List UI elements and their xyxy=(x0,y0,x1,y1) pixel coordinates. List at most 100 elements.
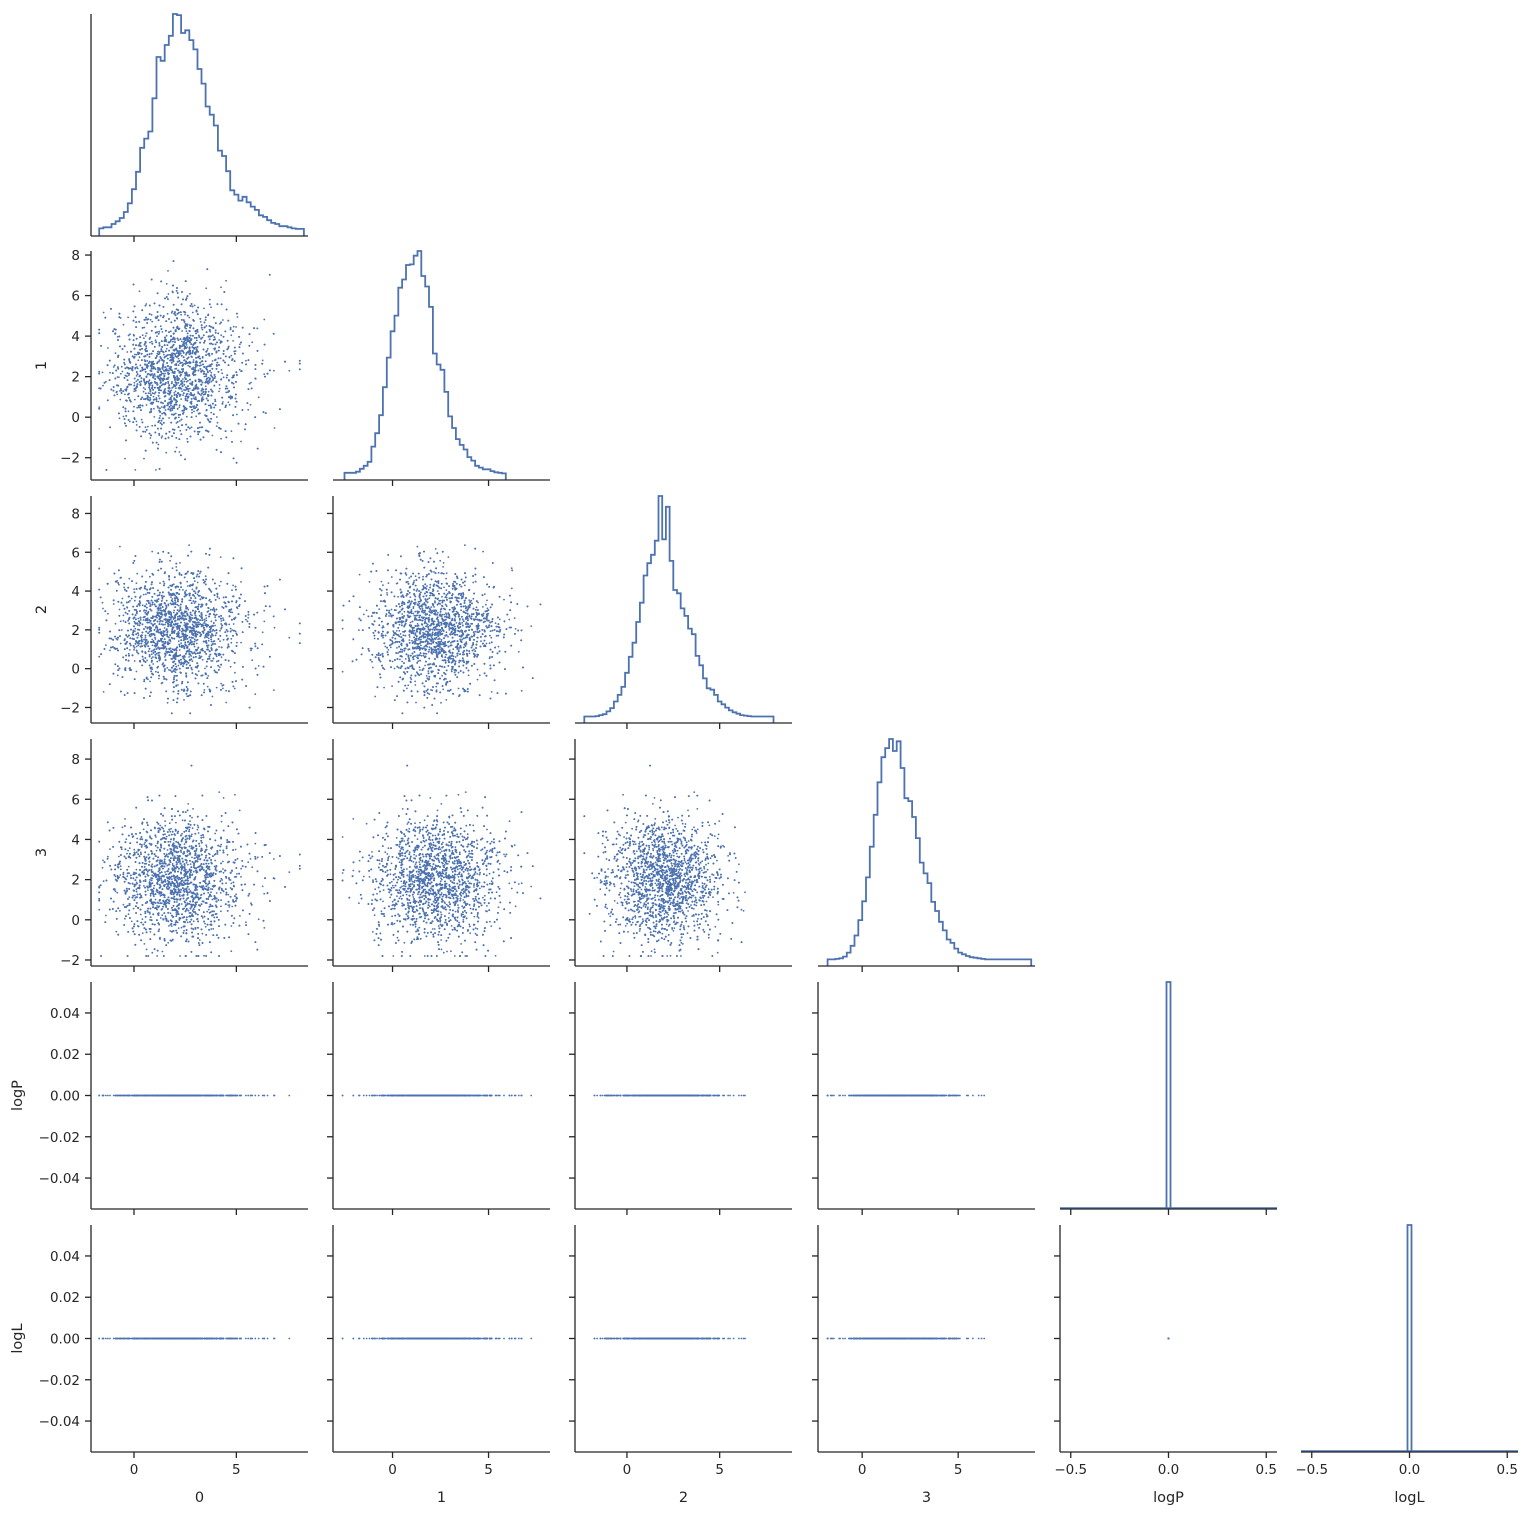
scatter-point xyxy=(205,403,207,405)
scatter-point xyxy=(143,619,145,621)
scatter-point xyxy=(196,674,198,676)
scatter-point xyxy=(140,384,142,386)
scatter-point xyxy=(193,387,195,389)
scatter-point xyxy=(166,283,168,285)
scatter-point xyxy=(212,327,214,329)
scatter-point xyxy=(218,339,220,341)
scatter-point xyxy=(151,361,153,363)
scatter-point xyxy=(109,360,111,362)
scatter-point xyxy=(190,394,192,396)
scatter-point xyxy=(193,389,195,391)
scatter-point xyxy=(124,418,126,420)
scatter-point xyxy=(223,353,225,355)
y-tick-label: 6 xyxy=(71,289,80,305)
scatter-point xyxy=(219,585,221,587)
scatter-point xyxy=(205,316,207,318)
scatter-point xyxy=(128,393,130,395)
scatter-point xyxy=(177,350,179,352)
scatter-point xyxy=(176,287,178,289)
scatter-point xyxy=(143,639,145,641)
scatter-point xyxy=(141,397,143,399)
scatter-point xyxy=(152,368,154,370)
scatter-point xyxy=(247,409,249,411)
scatter-point xyxy=(128,373,130,375)
scatter-point xyxy=(173,386,175,388)
scatter-point xyxy=(165,366,167,368)
scatter-point xyxy=(98,406,100,408)
scatter-point xyxy=(161,424,163,426)
scatter-point xyxy=(143,391,145,393)
scatter-point xyxy=(213,385,215,387)
scatter-point xyxy=(104,317,106,319)
scatter-point xyxy=(198,670,200,672)
scatter-point xyxy=(146,404,148,406)
scatter-point xyxy=(141,367,143,369)
scatter-point xyxy=(220,342,222,344)
scatter-point xyxy=(151,387,153,389)
scatter-point xyxy=(202,382,204,384)
scatter-point xyxy=(145,305,147,307)
scatter-point xyxy=(179,430,181,432)
scatter-point xyxy=(225,406,227,408)
scatter-point xyxy=(129,339,131,341)
scatter-point xyxy=(177,326,179,328)
scatter-point xyxy=(147,395,149,397)
scatter-point xyxy=(218,371,220,373)
histogram-1 xyxy=(345,251,506,480)
scatter-point xyxy=(192,367,194,369)
scatter-point xyxy=(231,589,233,591)
scatter-point xyxy=(184,321,186,323)
scatter-point xyxy=(192,373,194,375)
scatter-point xyxy=(230,355,232,357)
scatter-point xyxy=(225,690,227,692)
scatter-point xyxy=(132,355,134,357)
scatter-point xyxy=(128,653,130,655)
scatter-point xyxy=(230,638,232,640)
scatter-point xyxy=(172,429,174,431)
scatter-point xyxy=(228,379,230,381)
scatter-point xyxy=(154,393,156,395)
scatter-point xyxy=(135,380,137,382)
scatter-point xyxy=(158,377,160,379)
scatter-point xyxy=(139,375,141,377)
scatter-point xyxy=(133,588,135,590)
scatter-point xyxy=(159,468,161,470)
scatter-point xyxy=(201,390,203,392)
scatter-point xyxy=(164,340,166,342)
scatter-point xyxy=(158,434,160,436)
scatter-point xyxy=(167,270,169,272)
scatter-point xyxy=(175,566,177,568)
scatter-point xyxy=(160,390,162,392)
scatter-point xyxy=(263,621,265,623)
scatter-point xyxy=(204,322,206,324)
scatter-point xyxy=(130,351,132,353)
scatter-point xyxy=(206,331,208,333)
scatter-point xyxy=(233,326,235,328)
scatter-point xyxy=(125,440,127,442)
scatter-point xyxy=(129,600,131,602)
scatter-point xyxy=(209,378,211,380)
scatter-point xyxy=(151,425,153,427)
scatter-point xyxy=(156,335,158,337)
scatter-point xyxy=(258,665,260,667)
scatter-point xyxy=(165,433,167,435)
scatter-point xyxy=(160,357,162,359)
scatter-point xyxy=(123,416,125,418)
scatter-point xyxy=(197,329,199,331)
scatter-point xyxy=(233,351,235,353)
scatter-point xyxy=(199,655,201,657)
scatter-point xyxy=(185,378,187,380)
scatter-point xyxy=(126,400,128,402)
scatter-point xyxy=(207,348,209,350)
scatter-point xyxy=(136,387,138,389)
scatter-point xyxy=(186,416,188,418)
scatter-point xyxy=(178,605,180,607)
scatter-point xyxy=(153,416,155,418)
scatter-point xyxy=(159,415,161,417)
scatter-point xyxy=(204,376,206,378)
scatter-point xyxy=(120,620,122,622)
scatter-point xyxy=(200,364,202,366)
scatter-point xyxy=(233,458,235,460)
scatter-point xyxy=(209,325,211,327)
scatter-point xyxy=(238,423,240,425)
